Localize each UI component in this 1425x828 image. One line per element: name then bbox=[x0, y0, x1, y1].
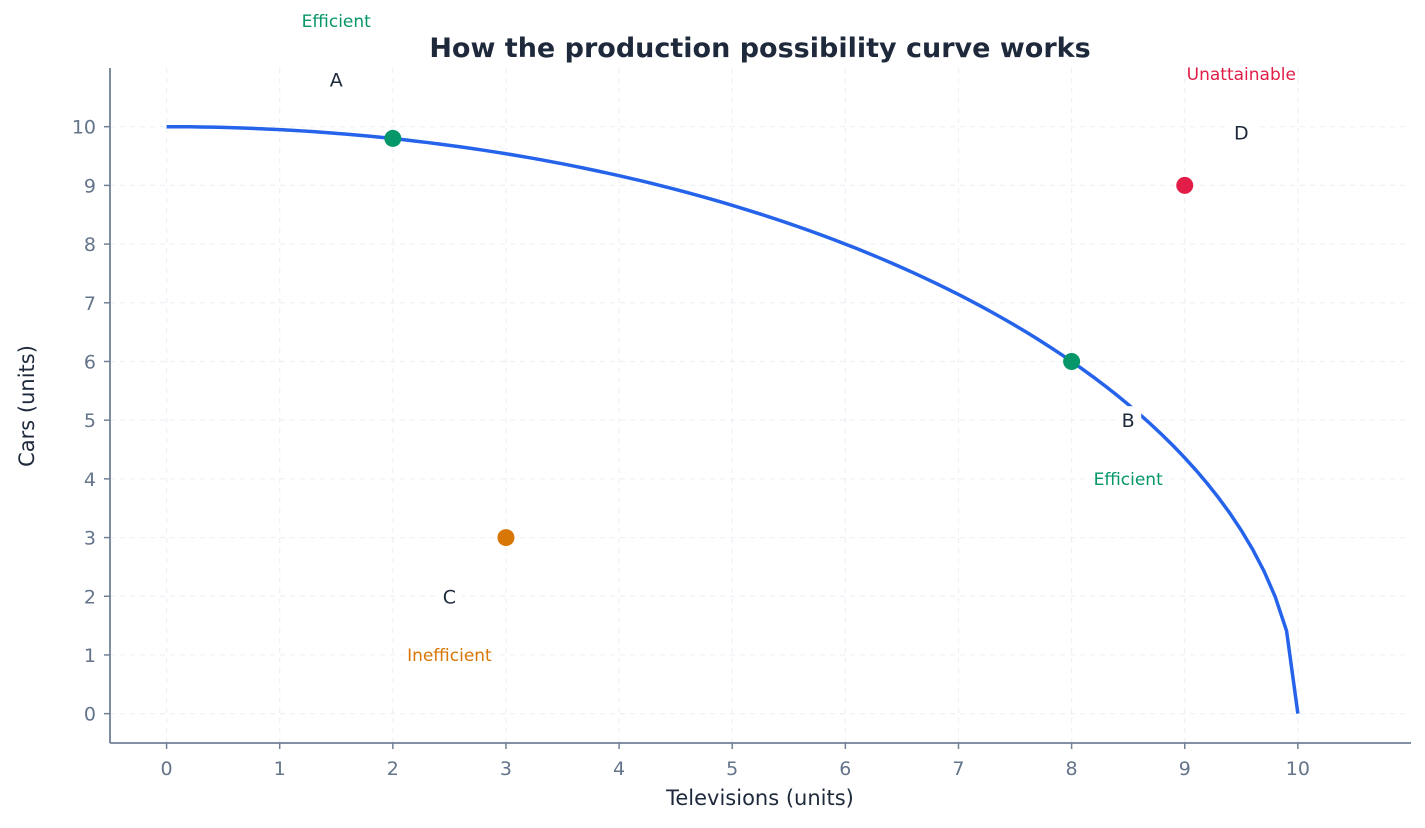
point-marker bbox=[384, 129, 402, 147]
y-ticks: 0 1 2 3 4 5 6 7 8 9 10 bbox=[72, 117, 110, 726]
label-background bbox=[323, 65, 350, 94]
x-ticks: 0 1 2 3 4 5 6 7 8 9 10 bbox=[161, 743, 1310, 780]
x-tick-label: 9 bbox=[1179, 758, 1191, 780]
x-tick-label: 1 bbox=[274, 758, 286, 780]
x-tick-label: 4 bbox=[613, 758, 625, 780]
y-tick-label: 2 bbox=[84, 586, 96, 608]
axes bbox=[109, 68, 1411, 744]
x-tick-label: 6 bbox=[839, 758, 851, 780]
x-tick-label: 5 bbox=[726, 758, 738, 780]
y-tick-label: 0 bbox=[84, 704, 96, 726]
grid bbox=[110, 68, 1411, 743]
point-a: A Efficient bbox=[302, 12, 402, 147]
point-status-label: Efficient bbox=[1094, 470, 1163, 490]
y-tick-label: 3 bbox=[84, 528, 96, 550]
point-status-label: Inefficient bbox=[407, 646, 492, 666]
x-tick-label: 2 bbox=[387, 758, 399, 780]
chart-title: How the production possibility curve wor… bbox=[429, 33, 1090, 64]
point-marker bbox=[1176, 176, 1194, 194]
y-tick-label: 4 bbox=[84, 469, 96, 491]
point-label: C bbox=[443, 586, 456, 608]
point-label: A bbox=[330, 70, 343, 92]
x-tick-label: 7 bbox=[952, 758, 964, 780]
label-background bbox=[436, 582, 463, 611]
label-background bbox=[1115, 406, 1142, 435]
points: A Efficient B Efficient C Inefficient D Unattai… bbox=[302, 12, 1296, 666]
point-c: C Inefficient bbox=[407, 529, 515, 666]
x-tick-label: 3 bbox=[500, 758, 512, 780]
point-label: B bbox=[1122, 410, 1135, 432]
y-tick-label: 1 bbox=[84, 645, 96, 667]
x-tick-label: 10 bbox=[1286, 758, 1310, 780]
y-tick-label: 7 bbox=[84, 293, 96, 315]
point-status-label: Efficient bbox=[302, 12, 371, 32]
label-background bbox=[1228, 118, 1255, 147]
y-tick-label: 6 bbox=[84, 351, 96, 373]
y-tick-label: 10 bbox=[72, 117, 96, 139]
ppc-curve-line bbox=[166, 124, 1300, 714]
point-d: D Unattainable bbox=[1176, 65, 1296, 194]
x-axis-label: Televisions (units) bbox=[665, 786, 854, 810]
y-tick-label: 9 bbox=[84, 175, 96, 197]
y-tick-label: 8 bbox=[84, 234, 96, 256]
y-tick-label: 5 bbox=[84, 410, 96, 432]
point-marker bbox=[497, 529, 515, 547]
point-label: D bbox=[1234, 123, 1249, 145]
x-tick-label: 0 bbox=[161, 758, 173, 780]
point-marker bbox=[1063, 352, 1081, 370]
y-axis-label: Cars (units) bbox=[15, 345, 39, 467]
x-tick-label: 8 bbox=[1066, 758, 1078, 780]
point-status-label: Unattainable bbox=[1187, 65, 1296, 85]
point-b: B Efficient bbox=[1063, 352, 1163, 490]
